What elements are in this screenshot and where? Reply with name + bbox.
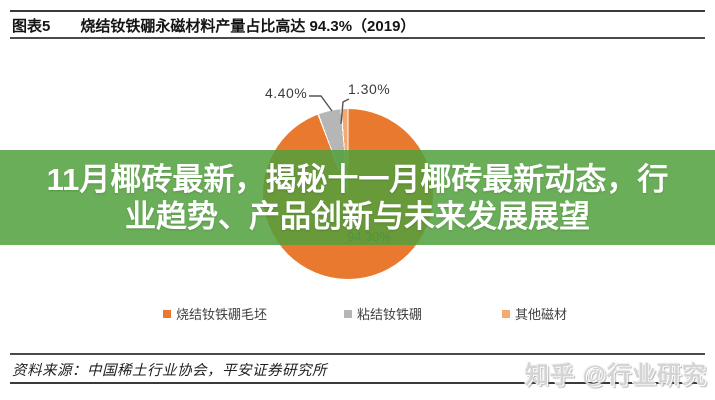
footer-bottom-rule: [10, 382, 705, 384]
legend-item-other-magnets: 其他磁材: [502, 304, 567, 323]
chart-legend: 烧结钕铁硼毛坯 粘结钕铁硼 其他磁材: [0, 304, 715, 324]
legend-label: 其他磁材: [515, 307, 568, 322]
legend-item-sintered-ndfeb: 烧结钕铁硼毛坯: [163, 304, 267, 323]
legend-label: 烧结钕铁硼毛坯: [176, 307, 268, 322]
legend-item-bonded-ndfeb: 粘结钕铁硼: [344, 304, 422, 323]
leader-line-gray-slice: [309, 95, 333, 112]
legend-swatch-peach: [502, 309, 510, 318]
header-bottom-rule: [10, 37, 705, 39]
headline-overlay-banner: 11月椰砖最新，揭秘十一月椰砖最新动态，行 业趋势、产品创新与未来发展展望: [0, 150, 715, 245]
data-label-other-magnets: 1.30%: [348, 81, 391, 97]
figure-title-row: 图表5 烧结钕铁硼永磁材料产量占比高达 94.3%（2019）: [12, 15, 702, 36]
data-label-bonded-ndfeb: 4.40%: [265, 85, 308, 101]
headline-line-2: 业趋势、产品创新与未来发展展望: [125, 198, 590, 234]
figure-number-label: 图表5: [12, 18, 51, 35]
footer-top-rule: [10, 353, 705, 355]
figure-title: 烧结钕铁硼永磁材料产量占比高达 94.3%（2019）: [80, 18, 416, 35]
legend-label: 粘结钕铁硼: [357, 307, 423, 322]
zhihu-watermark: 知乎 @行业研究: [524, 362, 707, 389]
legend-swatch-gray: [344, 309, 352, 318]
source-attribution: 资料来源：中国稀土行业协会，平安证券研究所: [12, 363, 327, 379]
header-top-rule: [10, 10, 705, 12]
legend-swatch-orange: [163, 309, 171, 318]
headline-line-1: 11月椰砖最新，揭秘十一月椰砖最新动态，行: [46, 161, 669, 197]
